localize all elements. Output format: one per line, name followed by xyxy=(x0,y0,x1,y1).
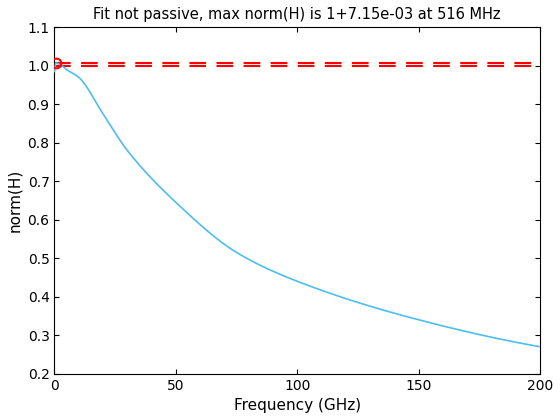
X-axis label: Frequency (GHz): Frequency (GHz) xyxy=(234,398,361,413)
Title: Fit not passive, max norm(H) is 1+7.15e-03 at 516 MHz: Fit not passive, max norm(H) is 1+7.15e-… xyxy=(94,7,501,22)
Y-axis label: norm(H): norm(H) xyxy=(7,169,22,232)
